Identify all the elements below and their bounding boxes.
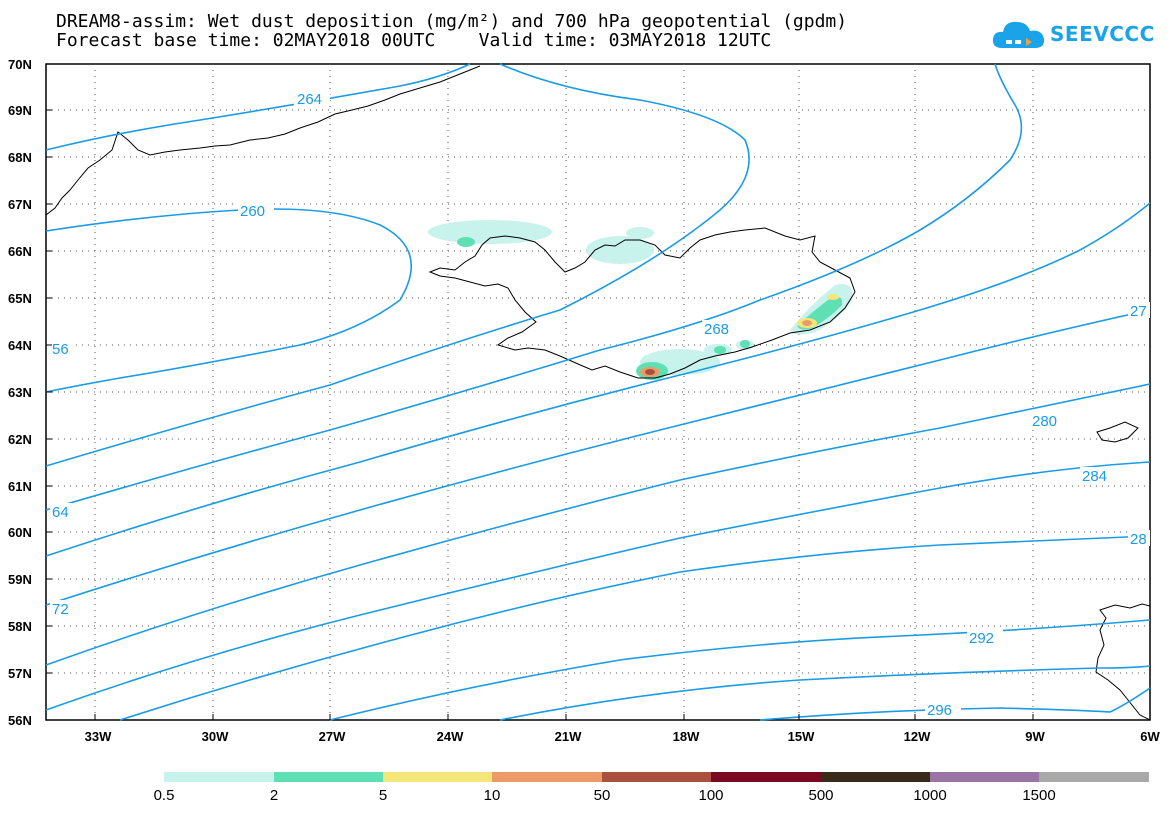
lat-label: 60N — [8, 525, 32, 540]
lat-label: 69N — [8, 103, 32, 118]
lat-label: 65N — [8, 291, 32, 306]
legend-label: 2 — [270, 787, 278, 804]
lat-label: 63N — [8, 385, 32, 400]
geopotential-contours — [45, 63, 1151, 721]
legend-label: 0.5 — [154, 787, 175, 804]
contour-label-72: 72 — [52, 601, 69, 618]
legend-label: 50 — [594, 787, 611, 804]
lon-label: 33W — [85, 729, 112, 744]
lon-label: 6W — [1140, 729, 1160, 744]
contour-label-296: 296 — [927, 702, 952, 719]
lat-label: 67N — [8, 197, 32, 212]
legend-swatch — [821, 772, 930, 782]
lat-label: 59N — [8, 572, 32, 587]
dust-deposition-shading — [428, 220, 853, 380]
contour-label-27: 27 — [1130, 303, 1147, 320]
seevccc-logo: SEEVCCC — [990, 14, 1160, 54]
contour-labels: 264 260 268 280 284 292 296 27 28 64 72 … — [50, 90, 1150, 719]
lat-label: 66N — [8, 244, 32, 259]
contour-label-28: 28 — [1130, 531, 1147, 548]
lat-label: 56N — [8, 713, 32, 728]
lat-label: 68N — [8, 150, 32, 165]
lat-label: 70N — [8, 57, 32, 72]
legend-swatch — [492, 772, 602, 782]
graticule — [46, 64, 1150, 720]
legend-label: 500 — [808, 787, 833, 804]
lat-label: 57N — [8, 666, 32, 681]
lat-label: 61N — [8, 479, 32, 494]
lon-label: 12W — [904, 729, 931, 744]
latitude-labels: 70N 69N 68N 67N 66N 65N 64N 63N 62N 61N … — [8, 57, 32, 728]
contour-label-264: 264 — [297, 91, 322, 108]
lon-label: 24W — [437, 729, 464, 744]
lon-label: 18W — [673, 729, 700, 744]
color-legend — [164, 772, 1149, 782]
lon-label: 27W — [319, 729, 346, 744]
legend-swatch — [711, 772, 821, 782]
legend-label: 10 — [484, 787, 501, 804]
axis-ticks — [46, 109, 1034, 720]
contour-label-56: 56 — [52, 341, 69, 358]
logo-text: SEEVCCC — [1050, 22, 1155, 46]
longitude-labels: 33W 30W 27W 24W 21W 18W 15W 12W 9W 6W — [85, 729, 1161, 744]
contour-label-284: 284 — [1082, 468, 1107, 485]
legend-swatch — [930, 772, 1039, 782]
lon-label: 9W — [1025, 729, 1045, 744]
contour-label-280: 280 — [1032, 413, 1057, 430]
cloud-icon — [992, 21, 1045, 48]
lat-label: 64N — [8, 338, 32, 353]
map-title: DREAM8-assim: Wet dust deposition (mg/m²… — [56, 11, 848, 32]
lon-label: 30W — [202, 729, 229, 744]
coastlines — [45, 65, 1151, 721]
legend-swatch — [1039, 772, 1149, 782]
legend-swatch — [274, 772, 383, 782]
legend-labels: 0.5 2 5 10 50 100 500 1000 1500 — [154, 787, 1056, 804]
contour-label-268: 268 — [704, 321, 729, 338]
contour-label-260: 260 — [240, 203, 265, 220]
lat-label: 62N — [8, 432, 32, 447]
legend-label: 1000 — [913, 787, 946, 804]
legend-label: 5 — [379, 787, 387, 804]
contour-label-292: 292 — [969, 630, 994, 647]
map-subtitle: Forecast base time: 02MAY2018 00UTC Vali… — [56, 30, 772, 51]
contour-label-64: 64 — [52, 504, 69, 521]
legend-label: 100 — [698, 787, 723, 804]
legend-swatch — [164, 772, 274, 782]
lat-label: 58N — [8, 619, 32, 634]
lon-label: 15W — [788, 729, 815, 744]
legend-label: 1500 — [1022, 787, 1055, 804]
lon-label: 21W — [555, 729, 582, 744]
legend-swatch — [602, 772, 711, 782]
legend-swatch — [383, 772, 492, 782]
